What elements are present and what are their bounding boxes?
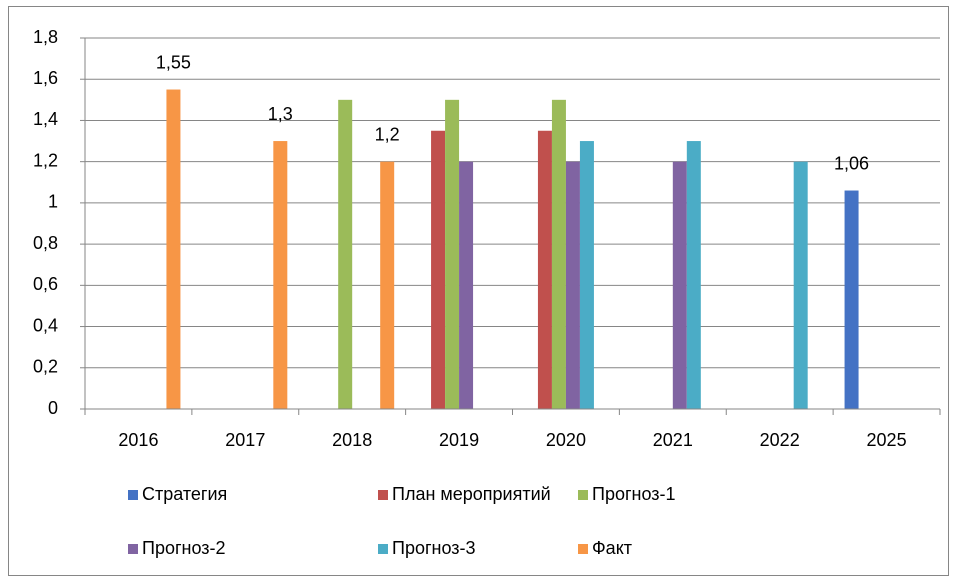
bar <box>844 190 859 409</box>
legend-marker <box>578 544 588 554</box>
x-tick-label: 2016 <box>118 430 158 450</box>
legend-label: Стратегия <box>142 484 227 504</box>
x-tick-label: 2018 <box>332 430 372 450</box>
bar <box>579 141 594 410</box>
x-tick-label: 2019 <box>439 430 479 450</box>
bar <box>445 99 460 409</box>
bar <box>565 161 580 409</box>
bar <box>166 89 181 410</box>
bar <box>686 141 701 410</box>
bar <box>431 130 446 409</box>
legend-marker <box>378 490 388 500</box>
x-tick-label: 2025 <box>867 430 907 450</box>
y-tick-label: 1,6 <box>33 68 58 88</box>
bar <box>793 161 808 409</box>
bar <box>338 99 353 409</box>
bar <box>459 161 474 409</box>
x-tick-label: 2017 <box>225 430 265 450</box>
bar <box>273 141 288 410</box>
bar <box>672 161 687 409</box>
legend-label: Прогноз-2 <box>142 538 226 558</box>
legend-marker <box>128 544 138 554</box>
y-tick-label: 0 <box>48 398 58 418</box>
y-tick-label: 1,2 <box>33 150 58 170</box>
x-tick-label: 2020 <box>546 430 586 450</box>
bar <box>380 161 395 409</box>
data-label: 1,3 <box>268 104 293 124</box>
y-tick-label: 0,4 <box>33 315 58 335</box>
y-tick-label: 0,8 <box>33 233 58 253</box>
x-tick-label: 2022 <box>760 430 800 450</box>
legend-marker <box>578 490 588 500</box>
data-label: 1,2 <box>375 124 400 144</box>
y-tick-label: 0,2 <box>33 357 58 377</box>
bar <box>537 130 552 409</box>
y-tick-label: 1,4 <box>33 109 58 129</box>
legend-label: Прогноз-1 <box>592 484 676 504</box>
data-label: 1,06 <box>834 153 869 173</box>
chart-border <box>8 6 949 576</box>
legend-marker <box>128 490 138 500</box>
x-tick-label: 2021 <box>653 430 693 450</box>
legend-label: План мероприятий <box>392 484 551 504</box>
y-tick-label: 0,6 <box>33 274 58 294</box>
y-tick-label: 1,8 <box>33 27 58 47</box>
y-tick-label: 1 <box>48 192 58 212</box>
bar <box>551 99 566 409</box>
legend-marker <box>378 544 388 554</box>
legend-label: Прогноз-3 <box>392 538 476 558</box>
legend-label: Факт <box>592 538 632 558</box>
data-label: 1,55 <box>156 52 191 72</box>
